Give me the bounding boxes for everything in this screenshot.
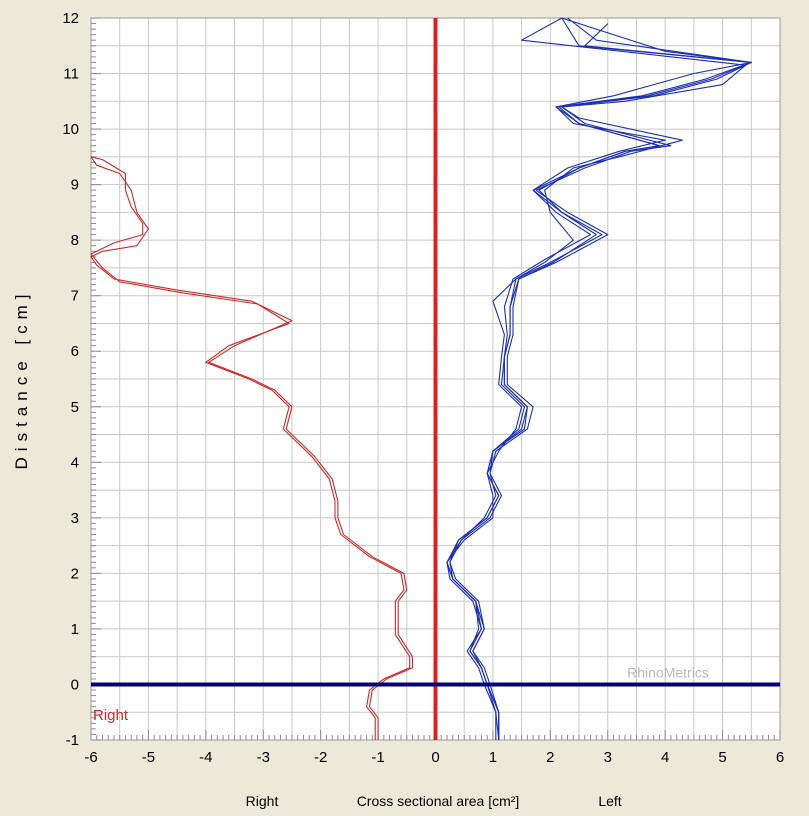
x-axis-right-side-label: Left — [598, 793, 621, 809]
series-line-right-2 — [90, 156, 411, 740]
series-line-left-5 — [446, 17, 747, 740]
x-tick-label: -3 — [257, 749, 270, 766]
y-tick-label: 9 — [71, 177, 79, 194]
series-line-right-1 — [90, 156, 414, 740]
y-tick-label: 4 — [71, 454, 79, 471]
x-tick-label: 1 — [489, 749, 497, 766]
series-line-left-4 — [449, 17, 752, 740]
y-tick-label: 1 — [71, 621, 79, 638]
y-tick-label: 0 — [71, 676, 79, 693]
x-tick-label: 2 — [546, 749, 554, 766]
x-tick-label: -6 — [84, 749, 97, 766]
watermark-text: RhinoMetrics — [627, 664, 709, 680]
y-tick-label: -1 — [66, 732, 79, 749]
series-line-left-7 — [449, 17, 752, 741]
y-tick-label: 3 — [71, 510, 79, 527]
y-axis-label: Distance [cm] — [12, 289, 31, 470]
y-tick-label: 6 — [71, 343, 79, 360]
grid — [90, 17, 781, 741]
x-tick-label: 6 — [776, 749, 784, 766]
x-tick-label: 0 — [431, 749, 439, 766]
minor-ticks — [90, 17, 781, 741]
series-lines — [90, 17, 752, 741]
side-tag-right: Right — [93, 707, 129, 724]
y-tick-label: 11 — [63, 66, 79, 83]
y-tick-label: 2 — [71, 565, 79, 582]
x-axis-label: Cross sectional area [cm²] — [357, 793, 520, 809]
x-tick-label: 4 — [661, 749, 669, 766]
y-tick-label: 7 — [71, 288, 79, 305]
x-tick-label: -1 — [371, 749, 384, 766]
x-axis-left-side-label: Right — [246, 793, 279, 809]
x-tick-label: -4 — [199, 749, 212, 766]
y-tick-label: 8 — [71, 232, 79, 249]
y-tick-label: 10 — [62, 121, 79, 138]
x-tick-label: -5 — [142, 749, 155, 766]
x-tick-label: 5 — [718, 749, 726, 766]
y-tick-label: 12 — [62, 10, 79, 27]
x-tick-label: -2 — [314, 749, 327, 766]
reference-lines — [91, 18, 780, 740]
x-tick-label: 3 — [604, 749, 612, 766]
y-tick-label: 5 — [71, 399, 79, 416]
